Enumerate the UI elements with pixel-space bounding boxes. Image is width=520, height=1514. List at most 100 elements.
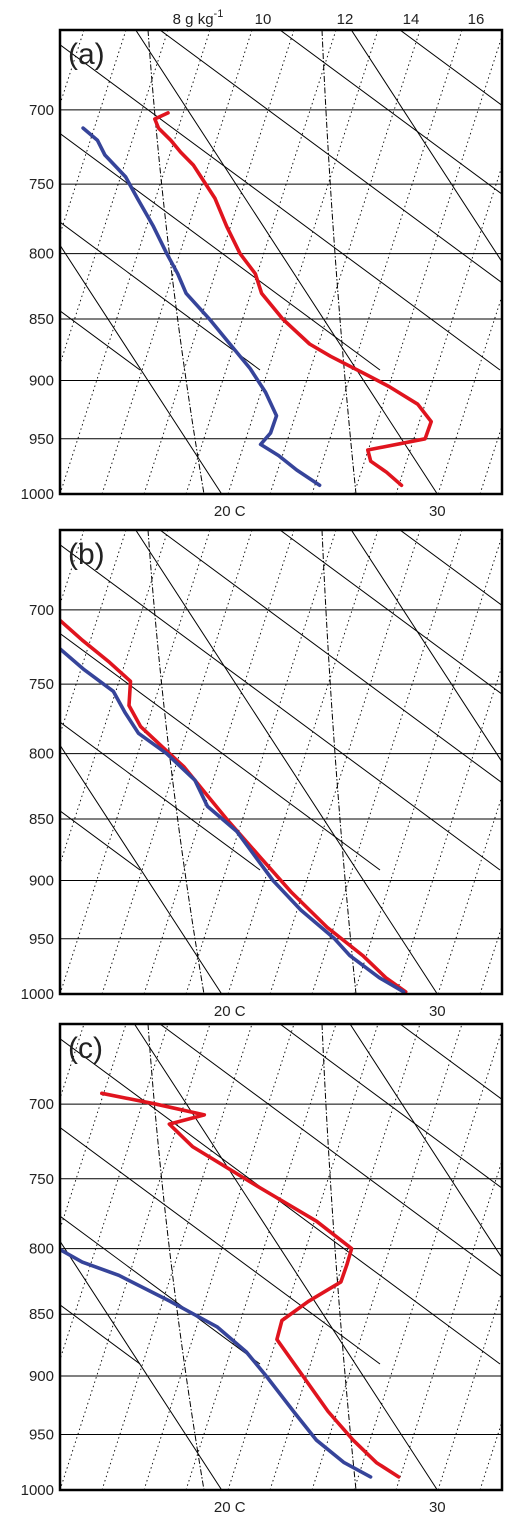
top-label-text: 8 g kg [173, 11, 214, 28]
mixing-ratio-line [60, 30, 211, 494]
top-label-0: 8 g kg-1 [173, 8, 224, 28]
moist-adiabat-curve-0 [147, 530, 205, 994]
dry-adiabat-line [0, 30, 20, 370]
isotherm-line [0, 30, 6, 494]
mixing-ratio-line [395, 164, 502, 494]
y-tick-label-1000: 1000 [21, 1482, 54, 1499]
panel-frame [58, 1022, 504, 1492]
dry-adiabat-line [0, 1024, 20, 1364]
mixing-ratio-line [479, 924, 502, 994]
dry-adiabat-line [60, 132, 381, 371]
y-tick-label-1000: 1000 [21, 986, 54, 1003]
dry-adiabat-line [60, 310, 141, 371]
panel-frame [58, 28, 504, 496]
mixing-ratio-line [437, 1289, 502, 1490]
top-label-3: 14 [403, 11, 420, 28]
dry-adiabat-line [0, 530, 20, 870]
mixing-ratio-line [101, 30, 253, 494]
y-tick-label-800: 800 [29, 1241, 54, 1258]
dry-adiabat-line [399, 30, 502, 107]
moist-adiabat-curve-1 [321, 1024, 357, 1490]
mixing-ratio-line [60, 530, 127, 736]
panel-plot-area [0, 530, 502, 994]
top-label-4: 16 [468, 11, 485, 28]
mixing-ratio-line [311, 1024, 463, 1490]
top-label-2: 12 [337, 11, 354, 28]
mixing-ratio-line [185, 530, 337, 994]
mixing-ratio-line [227, 530, 379, 994]
mixing-ratio-line [60, 530, 211, 994]
mixing-ratio-line [101, 1024, 253, 1490]
y-tick-label-900: 900 [29, 1368, 54, 1385]
mixing-ratio-line [60, 30, 169, 366]
dry-adiabat-line [279, 1024, 502, 1189]
dry-adiabat-line [399, 530, 502, 607]
panel-b: 700 750 800 850 900 950 1000 20 C 30 (b) [0, 528, 504, 1020]
dewpoint-profile-line [60, 1247, 373, 1479]
panel-plot-area [0, 30, 502, 494]
panel-c: 700 750 800 850 900 950 1000 20 C 30 (c) [0, 1022, 504, 1514]
mixing-ratio-line [60, 30, 127, 236]
mixing-ratio-line [479, 1420, 502, 1490]
panel-plot-area [0, 1024, 502, 1490]
x-tick-label-1: 30 [429, 503, 446, 520]
isotherm-line [60, 744, 223, 994]
dry-adiabat-line [159, 1024, 502, 1278]
top-label-superscript: -1 [214, 8, 224, 20]
mixing-ratio-line [353, 534, 502, 994]
y-tick-label-900: 900 [29, 373, 54, 390]
mixing-ratio-line [269, 1024, 421, 1490]
x-tick-label-0: 20 C [214, 1003, 246, 1020]
dry-adiabat-line [279, 30, 502, 195]
dry-adiabat-line [60, 1126, 381, 1365]
mixing-ratio-line [143, 30, 295, 494]
mixing-ratio-line [269, 530, 421, 994]
panel-label: (c) [68, 1032, 103, 1065]
temperature-profile-line [100, 1091, 401, 1479]
moist-adiabat-curve-1 [321, 530, 357, 994]
isotherm-line [133, 1024, 438, 1490]
mixing-ratio-line [227, 1024, 379, 1490]
dry-adiabat-line [60, 810, 141, 871]
panel-a: 700 750 800 850 900 950 1000 20 C 30 (a) [0, 28, 504, 520]
mixing-ratio-line [353, 34, 502, 494]
dewpoint-profile-line [81, 126, 322, 488]
mixing-ratio-line [437, 294, 502, 494]
mixing-ratio-line [437, 794, 502, 994]
mixing-ratio-line [60, 530, 169, 866]
dry-adiabat-line [60, 721, 261, 871]
mixing-ratio-line [353, 1028, 502, 1490]
dry-adiabat-line [60, 221, 261, 371]
x-tick-label-1: 30 [429, 1499, 446, 1514]
x-tick-label-1: 30 [429, 1003, 446, 1020]
dry-adiabat-line [60, 632, 381, 871]
moist-adiabat-curve-1 [321, 30, 357, 494]
y-tick-label-900: 900 [29, 873, 54, 890]
y-tick-label-800: 800 [29, 746, 54, 763]
y-tick-label-850: 850 [29, 811, 54, 828]
y-tick-label-850: 850 [29, 311, 54, 328]
mixing-ratio-line [479, 424, 502, 494]
isotherm-line [60, 244, 223, 494]
mixing-ratio-line [311, 530, 463, 994]
dry-adiabat-line [399, 1024, 502, 1101]
y-tick-label-750: 750 [29, 676, 54, 693]
dry-adiabat-line [60, 44, 501, 371]
mixing-ratio-line [143, 1024, 295, 1490]
isotherm-line [0, 530, 6, 994]
panel-label: (b) [68, 538, 105, 571]
isotherm-line [0, 1024, 6, 1490]
dry-adiabat-line [159, 30, 502, 284]
mixing-ratio-line [269, 30, 421, 494]
isotherm-line [350, 530, 502, 763]
mixing-ratio-line [143, 530, 295, 994]
dry-adiabat-line [279, 530, 502, 695]
isotherm-line [135, 30, 438, 494]
y-tick-label-950: 950 [29, 1427, 54, 1444]
dewpoint-profile-line [60, 646, 406, 994]
temperature-profile-line [153, 111, 433, 488]
panel-frame [58, 528, 504, 996]
mixing-ratio-line [395, 664, 502, 994]
y-tick-label-700: 700 [29, 602, 54, 619]
